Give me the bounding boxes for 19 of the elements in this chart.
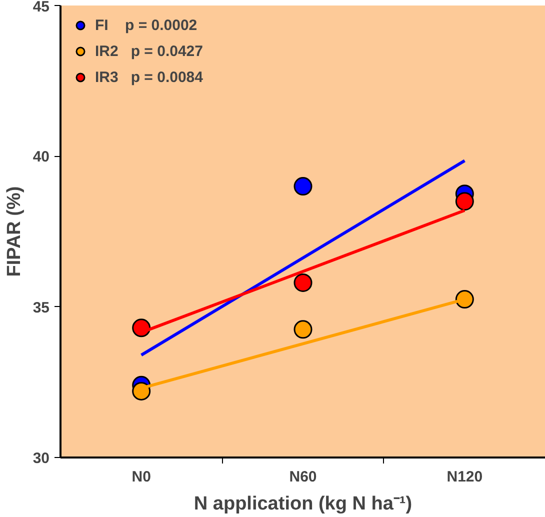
legend-label: IR3 p = 0.0084 bbox=[95, 68, 203, 86]
x-tick-label: N60 bbox=[289, 468, 317, 486]
legend-label: IR2 p = 0.0427 bbox=[95, 42, 203, 60]
y-tick-label: 30 bbox=[32, 450, 50, 467]
point bbox=[132, 318, 151, 338]
point bbox=[132, 382, 151, 400]
y-tick-label: 45 bbox=[32, 0, 50, 16]
point bbox=[455, 290, 474, 309]
point bbox=[294, 273, 312, 292]
x-tick-label: N120 bbox=[446, 468, 483, 486]
x-tick-label: N0 bbox=[132, 468, 151, 486]
y-tick-label: 40 bbox=[32, 148, 50, 166]
point bbox=[294, 320, 312, 339]
y-axis-title: FIPAR (%) bbox=[4, 186, 25, 277]
legend-label: FI p = 0.0002 bbox=[95, 16, 198, 34]
point bbox=[294, 177, 312, 196]
point bbox=[455, 192, 474, 211]
x-axis-title: N application (kg N ha⁻¹) bbox=[194, 494, 412, 514]
y-tick-label: 35 bbox=[32, 299, 50, 316]
